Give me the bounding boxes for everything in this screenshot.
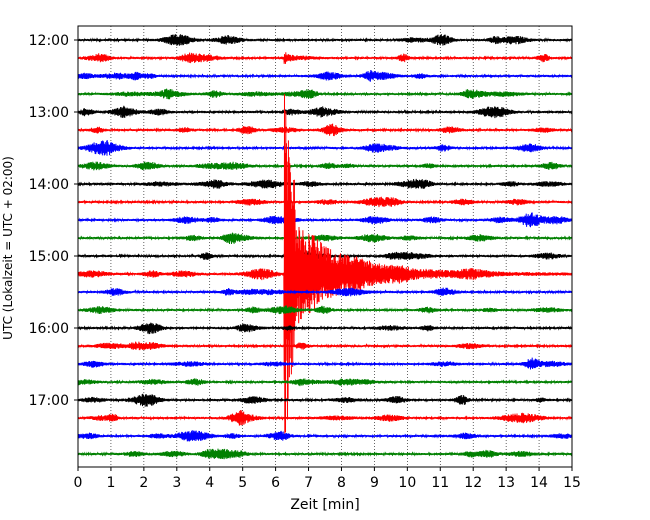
trace-23 (77, 448, 573, 460)
y-tick-label-15:00: 15:00 (29, 249, 69, 265)
x-tick-label-10: 10 (398, 475, 416, 491)
trace-7 (77, 161, 573, 171)
x-tick-label-8: 8 (337, 475, 346, 491)
x-tick-label-9: 9 (370, 475, 379, 491)
x-tick-label-14: 14 (530, 475, 548, 491)
x-tick-label-4: 4 (205, 475, 214, 491)
trace-18 (77, 357, 573, 370)
trace-5 (77, 123, 573, 137)
trace-15 (77, 305, 573, 315)
y-tick-label-13:00: 13:00 (29, 105, 69, 121)
trace-16 (77, 322, 573, 335)
y-tick-label-17:00: 17:00 (29, 393, 69, 409)
trace-11 (77, 232, 573, 245)
x-axis: 0 1 2 3 4 5 6 7 8 9 10 11 12 13 14 15 (74, 467, 581, 491)
x-tick-label-6: 6 (271, 475, 280, 491)
trace-14 (77, 287, 573, 297)
trace-20 (77, 393, 573, 407)
trace-0 (77, 34, 573, 46)
trace-10 (77, 212, 573, 228)
x-tick-label-1: 1 (106, 475, 115, 491)
x-tick-label-11: 11 (431, 475, 449, 491)
x-tick-label-12: 12 (464, 475, 482, 491)
y-tick-label-16:00: 16:00 (29, 321, 69, 337)
trace-4 (77, 105, 573, 119)
trace-2 (77, 69, 573, 82)
trace-1 (77, 52, 573, 64)
x-tick-label-2: 2 (139, 475, 148, 491)
traces-layer (77, 34, 573, 460)
x-tick-label-7: 7 (304, 475, 313, 491)
trace-6 (77, 140, 573, 156)
x-tick-label-0: 0 (74, 475, 83, 491)
trace-13 (77, 94, 573, 439)
trace-21 (77, 410, 573, 426)
x-tick-label-5: 5 (238, 475, 247, 491)
trace-19 (77, 378, 573, 387)
trace-8 (77, 178, 573, 189)
x-tick-label-13: 13 (497, 475, 515, 491)
y-axis-title: UTC (Lokalzeit = UTC + 02:00) (1, 156, 15, 340)
y-tick-label-12:00: 12:00 (29, 33, 69, 49)
x-tick-label-15: 15 (563, 475, 581, 491)
x-axis-title: Zeit [min] (290, 497, 359, 513)
trace-3 (77, 88, 573, 100)
trace-17 (77, 341, 573, 351)
trace-22 (77, 430, 573, 442)
y-axis: 12:00 13:00 14:00 15:00 16:00 17:00 (29, 33, 78, 409)
y-tick-label-14:00: 14:00 (29, 177, 69, 193)
x-tick-label-3: 3 (172, 475, 181, 491)
trace-9 (77, 196, 573, 208)
plot-frame (77, 25, 573, 468)
